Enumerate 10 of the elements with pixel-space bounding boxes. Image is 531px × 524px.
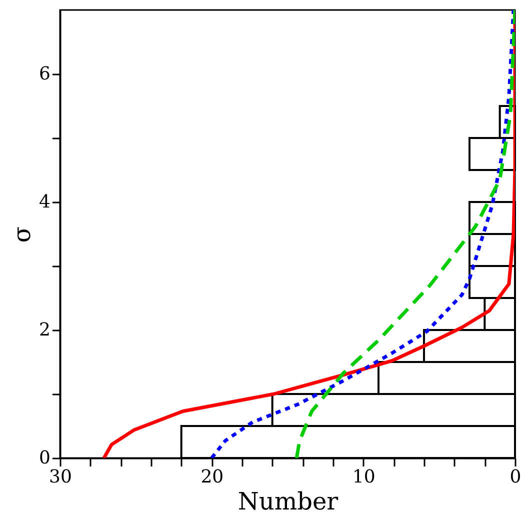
y-axis-title: σ: [8, 226, 36, 243]
x-tick-label: 30: [49, 466, 72, 488]
x-axis-title: Number: [238, 488, 339, 516]
x-tick-label: 0: [510, 466, 522, 488]
y-tick-label: 2: [39, 320, 50, 340]
y-tick-label: 0: [39, 448, 50, 468]
y-tick-label: 4: [39, 192, 50, 212]
x-tick-label: 20: [200, 466, 224, 488]
y-tick-label: 6: [39, 64, 50, 84]
x-tick-label: 10: [352, 466, 376, 488]
